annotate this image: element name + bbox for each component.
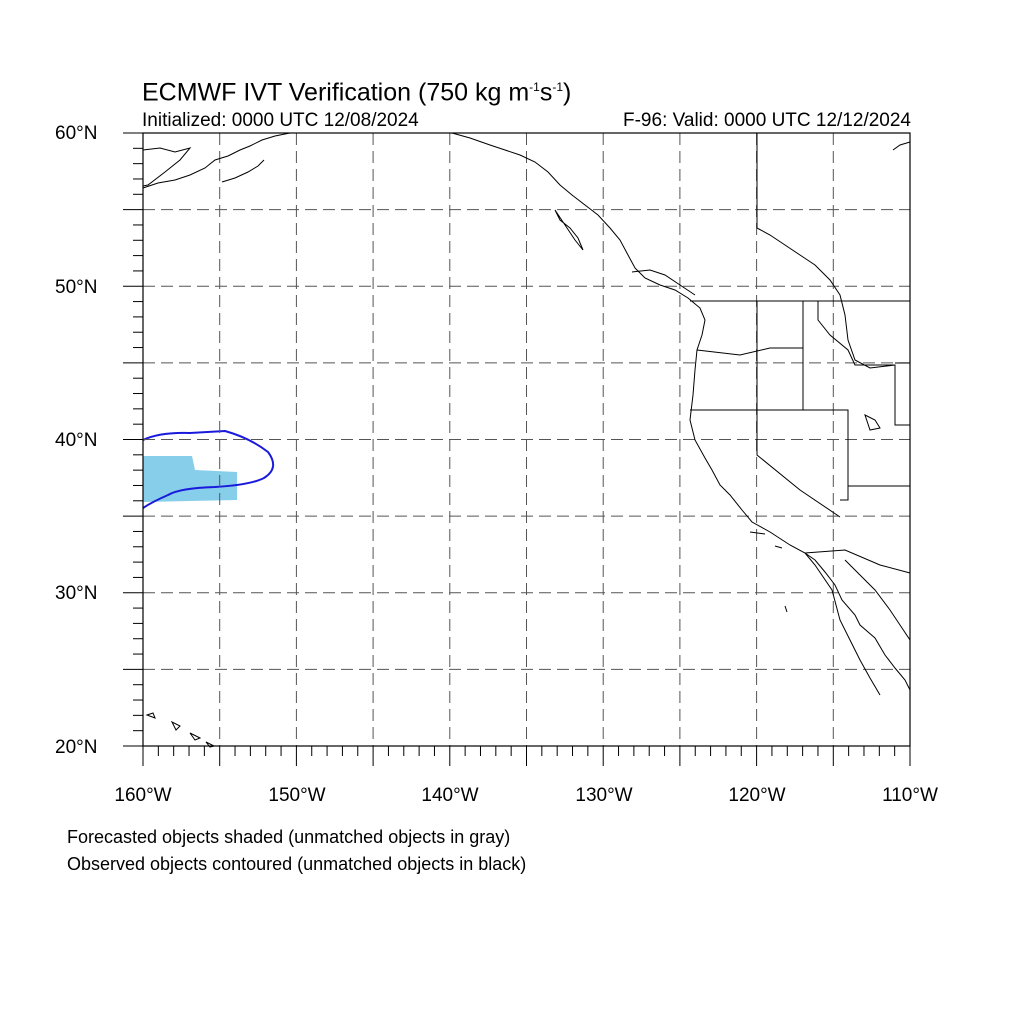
lon-label-120w: 120°W bbox=[728, 785, 786, 806]
lon-label-150w: 150°W bbox=[268, 785, 326, 806]
lon-label-110w: 110°W bbox=[882, 785, 938, 806]
lat-label-60n: 60°N bbox=[55, 123, 98, 144]
lat-label-20n: 20°N bbox=[55, 737, 98, 758]
political-borders bbox=[690, 133, 911, 574]
lat-label-30n: 30°N bbox=[55, 583, 98, 604]
valid-time-subtitle: F-96: Valid: 0000 UTC 12/12/2024 bbox=[623, 110, 911, 131]
forecast-object-shaded bbox=[143, 456, 237, 502]
observed-object-contour bbox=[142, 429, 275, 509]
legend-note-observed: Observed objects contoured (unmatched ob… bbox=[67, 854, 527, 874]
lat-label-40n: 40°N bbox=[55, 430, 98, 451]
init-time-subtitle: Initialized: 0000 UTC 12/08/2024 bbox=[142, 110, 419, 131]
axis-ticks bbox=[123, 132, 911, 766]
legend-note-forecast: Forecasted objects shaded (unmatched obj… bbox=[67, 827, 511, 847]
lat-lon-grid bbox=[143, 133, 910, 746]
lon-label-140w: 140°W bbox=[421, 785, 479, 806]
chart-title: ECMWF IVT Verification (750 kg m-1s-1) bbox=[142, 78, 572, 107]
lat-label-50n: 50°N bbox=[55, 277, 98, 298]
lon-label-160w: 160°W bbox=[114, 785, 172, 806]
lon-label-130w: 130°W bbox=[575, 785, 633, 806]
coastlines bbox=[142, 132, 911, 748]
